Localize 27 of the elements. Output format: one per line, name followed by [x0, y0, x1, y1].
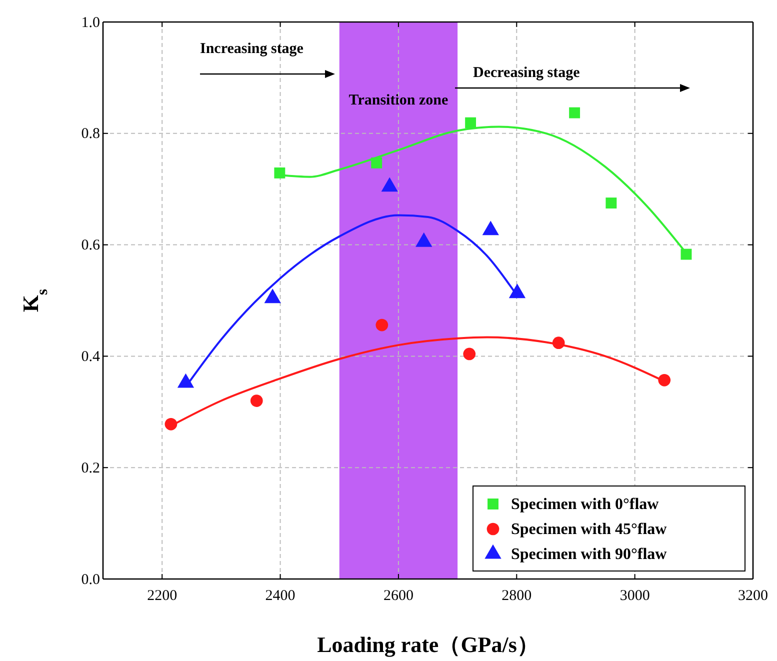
annotation: Decreasing stage [473, 65, 580, 81]
band-label: Transition zone [348, 92, 448, 108]
legend-label: Specimen with 45°flaw [511, 521, 668, 538]
point [463, 348, 476, 360]
y-tick-label: 0.4 [81, 349, 100, 365]
annotation: Increasing stage [200, 41, 304, 57]
y-tick-label: 0.6 [81, 238, 100, 254]
legend-label: Specimen with 90°flaw [511, 546, 668, 563]
x-tick-label: 3000 [620, 588, 650, 604]
y-tick-label: 0.8 [81, 126, 100, 142]
point [465, 117, 476, 128]
x-tick-label: 2400 [265, 588, 296, 604]
y-tick-label: 0.2 [81, 460, 100, 476]
x-tick-label: 2800 [502, 588, 532, 604]
x-tick-label: 3200 [738, 588, 768, 604]
point [606, 198, 617, 208]
point [371, 157, 382, 168]
x-tick-label: 2200 [147, 588, 178, 604]
legend-label: Specimen with 0°flaw [511, 496, 660, 513]
x-axis-title: Loading rate（GPa/s） [317, 632, 539, 657]
point [376, 318, 388, 332]
x-tick-label: 2600 [383, 588, 414, 604]
point [250, 394, 263, 407]
point [274, 167, 286, 178]
y-tick-label: 1.0 [81, 14, 100, 31]
point [569, 107, 580, 118]
y-tick-label: 0.0 [81, 572, 100, 588]
